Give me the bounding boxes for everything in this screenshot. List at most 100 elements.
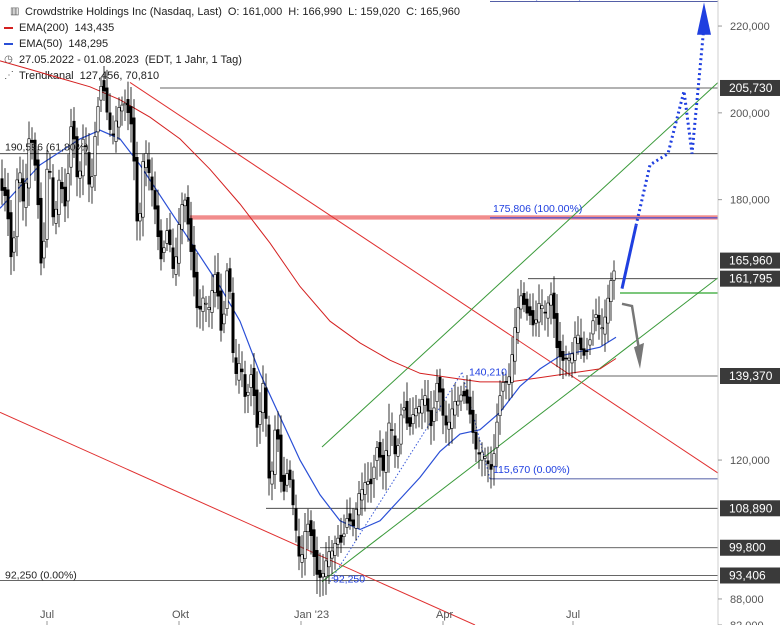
candle-body [132, 117, 136, 162]
candle-body [81, 138, 85, 177]
candle-body [387, 422, 391, 457]
green-channel-lower [321, 277, 719, 582]
candle-body [111, 133, 115, 136]
candle-body [93, 136, 97, 176]
candle-body [576, 334, 580, 344]
candle-body [156, 205, 160, 237]
candle-body [603, 316, 607, 335]
candle-body [183, 199, 187, 207]
candle-body [57, 179, 61, 215]
legend-trend-row: ⋰ Trendkanal 127,456, 70,810 [4, 68, 460, 84]
fib-100-label: 175,806 (100.00%) [493, 203, 582, 215]
candle-body [417, 406, 421, 414]
candle-body [330, 550, 334, 559]
candle-body [585, 350, 589, 353]
y-tick-label: 220,000 [730, 21, 770, 33]
dotted-trendline [329, 372, 463, 582]
projection-arrowhead [697, 2, 711, 35]
candle-body [507, 376, 511, 385]
candle-body [567, 357, 571, 361]
candle-body [195, 271, 199, 309]
fib-61-label: 190,596 (61,80%) [5, 142, 88, 154]
y-tick-label: 200,000 [730, 108, 770, 120]
legend-ema50-row: EMA(50) 148,295 [4, 36, 460, 52]
low-value: L: 159,020 [348, 6, 401, 18]
candle-body [441, 388, 445, 416]
candle-body [546, 302, 550, 319]
candle-body [153, 190, 157, 210]
candle-body [312, 529, 316, 557]
candle-body [492, 453, 496, 467]
candle-body [84, 145, 88, 148]
open-value: O: 161,000 [227, 6, 283, 18]
candle-body [549, 294, 553, 306]
candle-body [411, 414, 415, 425]
candle-body [516, 307, 520, 333]
candle-body [201, 297, 205, 312]
candle-body [306, 523, 310, 533]
candle-body [420, 399, 424, 414]
candle-body [267, 424, 271, 479]
y-tick-label: 88,000 [730, 594, 764, 606]
candle-body [54, 208, 58, 224]
candle-body [513, 327, 517, 362]
candle-body [501, 382, 505, 392]
red-channel-upper [129, 82, 719, 474]
candle-body [141, 161, 145, 218]
date-range: 27.05.2022 - 01.08.2023 [19, 54, 139, 66]
candle-body [336, 537, 340, 545]
candle-body [108, 112, 112, 130]
candle-body [534, 319, 538, 324]
candle-body [354, 509, 358, 529]
candle-body [12, 237, 16, 253]
candle-body [297, 536, 301, 557]
candle-body [60, 182, 64, 190]
candle-body [324, 560, 328, 578]
candle-body [381, 454, 385, 471]
legend-date-row: ◷ 27.05.2022 - 01.08.2023 (EDT, 1 Jahr, … [4, 52, 460, 68]
candle-body [426, 398, 430, 412]
correction-arrow [621, 302, 642, 357]
candle-body [165, 230, 169, 244]
price-tag-label: 93,406 [729, 568, 766, 582]
candle-body [216, 272, 220, 297]
ema200-value: 143,435 [74, 22, 115, 34]
projection-solid [620, 225, 638, 289]
candle-body [246, 391, 250, 396]
candle-body [237, 363, 241, 381]
candle-body [78, 170, 82, 179]
candle-body [147, 159, 151, 174]
candle-body [477, 452, 481, 455]
candle-body [315, 550, 319, 575]
candle-body [318, 569, 322, 578]
candle-body [276, 429, 280, 440]
clock-icon: ◷ [4, 54, 13, 65]
candle-body [384, 450, 388, 473]
candle-body [555, 313, 559, 348]
candle-body [66, 173, 70, 202]
candle-body [219, 290, 223, 331]
candle-body [138, 213, 142, 222]
candle-body [327, 551, 331, 568]
fib-0-label: 115,670 (0.00%) [493, 464, 570, 476]
legend-ema200-row: EMA(200) 143,435 [4, 20, 460, 36]
candle-body [300, 554, 304, 563]
candle-body [600, 327, 604, 330]
candle-body [366, 481, 370, 485]
candle-body [579, 337, 583, 351]
candle-body [564, 357, 568, 360]
candle-body [114, 120, 118, 142]
candle-body [540, 305, 544, 310]
candle-body [222, 313, 226, 325]
candle-body [519, 295, 523, 310]
candle-body [321, 573, 325, 578]
candle-body [42, 240, 46, 259]
candle-body [375, 447, 379, 461]
candle-body [270, 470, 274, 485]
candle-body [390, 429, 394, 431]
candle-body [192, 244, 196, 278]
candle-body [159, 230, 163, 260]
candle-body [483, 456, 487, 459]
candle-body [597, 314, 601, 325]
candle-body [96, 106, 100, 133]
